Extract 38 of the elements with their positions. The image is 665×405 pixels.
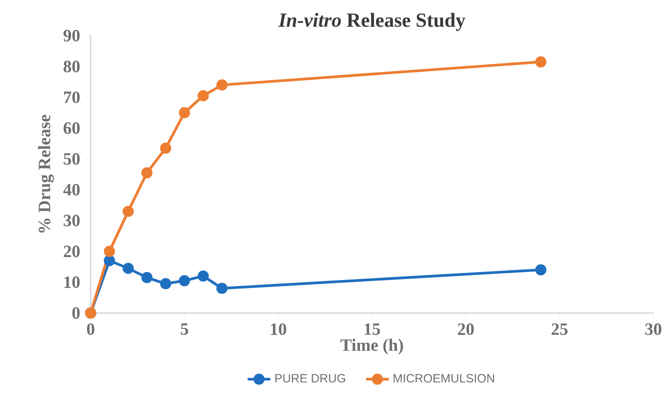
point (141, 272, 153, 284)
x-tick-label: 30 (645, 323, 662, 336)
point (160, 142, 172, 154)
point (178, 107, 190, 118)
point (216, 79, 228, 91)
point (104, 255, 116, 266)
y-tick-label: 90 (64, 30, 80, 42)
chart-title: In-vitro Release Study (278, 12, 466, 32)
y-tick-label: 40 (63, 184, 80, 196)
y-tick-label: 80 (64, 60, 80, 72)
y-tick-label: 50 (64, 153, 80, 165)
legend-label: PURE DRUG (275, 374, 346, 383)
x-tick-label: 20 (458, 323, 474, 336)
x-tick-label: 15 (364, 323, 380, 335)
legend-label: MICROEMULSION (394, 374, 494, 383)
y-tick-label: 30 (64, 214, 80, 226)
x-axis-title: Time (h) (340, 338, 403, 354)
y-axis-title: % Drug Release (38, 114, 54, 233)
point (104, 246, 116, 257)
y-tick-label: 60 (64, 122, 80, 134)
x-tick-label: 5 (180, 323, 188, 335)
y-tick-label: 20 (64, 246, 80, 258)
point (122, 262, 134, 274)
x-tick-label: 0 (87, 323, 94, 336)
y-tick-label: 70 (64, 91, 80, 104)
y-tick-label: 0 (72, 307, 80, 319)
x-tick-label: 25 (552, 323, 568, 335)
point (198, 270, 209, 282)
point (141, 167, 153, 178)
point (198, 90, 209, 102)
y-tick-label: 10 (64, 276, 80, 288)
point (122, 206, 134, 217)
point (160, 278, 172, 290)
point (535, 264, 546, 276)
point (178, 275, 190, 286)
x-tick-label: 10 (270, 323, 286, 336)
point (535, 56, 546, 68)
point (216, 282, 228, 294)
